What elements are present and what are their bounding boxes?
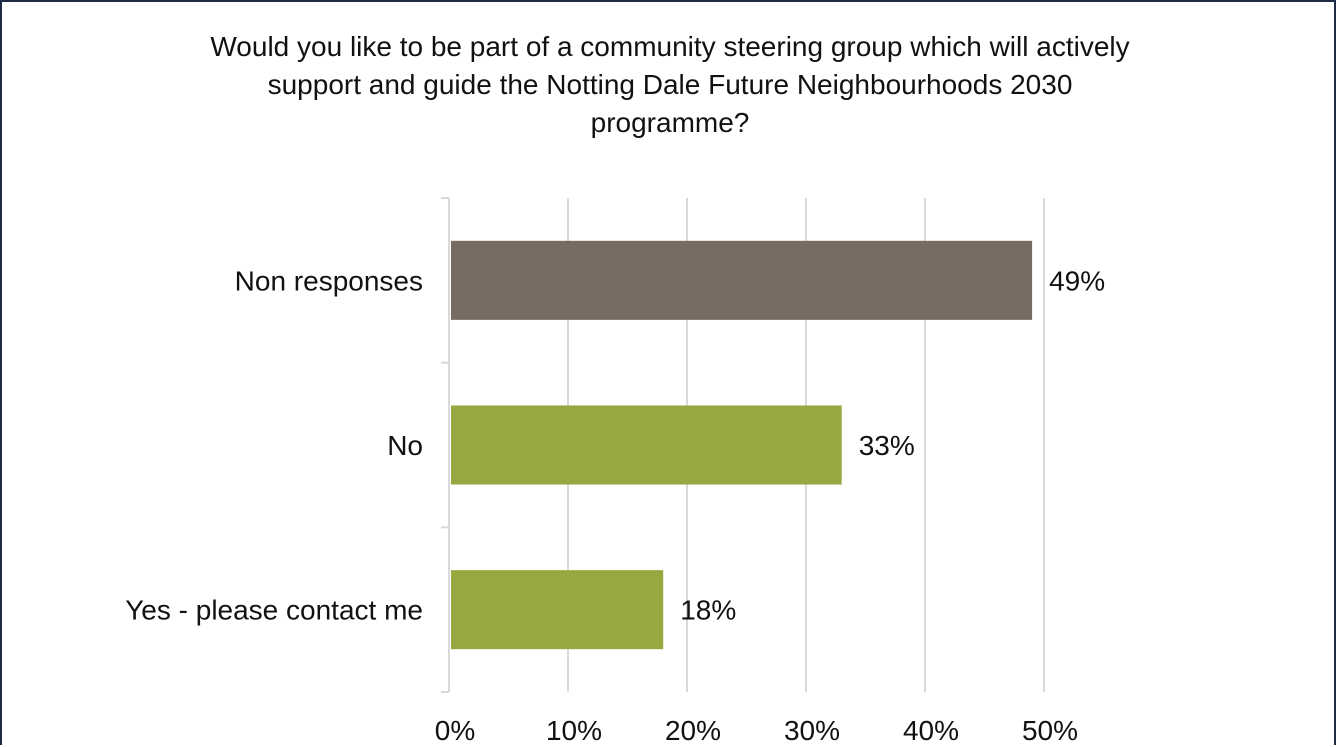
category-label-1: No [387,430,423,461]
labels: Non responses 49% No 33% Yes - please contac… [125,265,1105,746]
category-axis [441,197,450,693]
chart-title: Would you like to be part of a community… [0,28,1340,142]
bars [451,240,1033,650]
x-tick-label-10: 10% [546,715,602,746]
bar-2 [451,570,664,650]
data-label-2: 18% [680,595,736,626]
bar-0 [451,240,1033,320]
x-tick-label-30: 30% [784,715,840,746]
x-tick-label-50: 50% [1022,715,1078,746]
category-label-0: Non responses [235,265,423,296]
x-tick-label-40: 40% [903,715,959,746]
category-label-2: Yes - please contact me [125,595,423,626]
chart-title-line-3: programme? [590,107,750,138]
data-label-0: 49% [1049,265,1105,296]
x-tick-label-0: 0% [435,715,475,746]
x-tick-label-20: 20% [665,715,721,746]
chart-title-line-1: Would you like to be part of a community… [210,31,1130,62]
chart-title-line-2: support and guide the Notting Dale Futur… [267,69,1073,100]
bar-1 [451,405,842,485]
data-label-1: 33% [859,430,915,461]
